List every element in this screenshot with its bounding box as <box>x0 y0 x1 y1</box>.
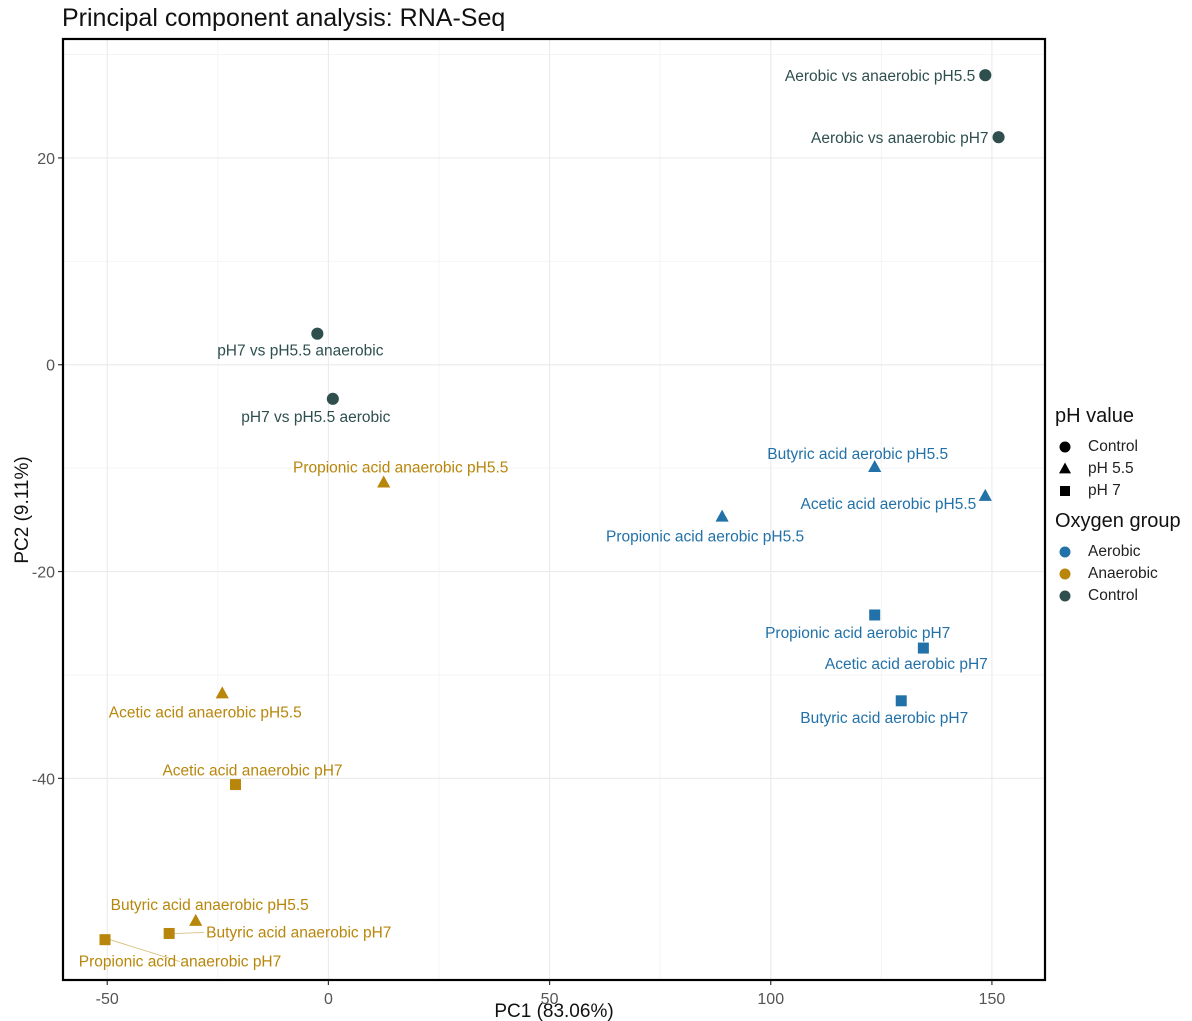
y-tick-label: 20 <box>37 151 55 168</box>
y-axis-title: PC2 (9.11%) <box>12 456 33 563</box>
point-label: Acetic acid aerobic pH5.5 <box>801 496 977 513</box>
legend-item: Aerobic <box>1055 541 1181 563</box>
data-point <box>189 913 203 926</box>
point-label: pH7 vs pH5.5 anaerobic <box>217 343 384 360</box>
legend-item: Control <box>1055 585 1181 607</box>
y-tick-label: -40 <box>32 771 55 788</box>
legend-key <box>1058 440 1072 454</box>
legend-key <box>1058 484 1072 498</box>
point-label: Propionic acid aerobic pH5.5 <box>606 529 804 546</box>
legend-symbol <box>1059 546 1071 558</box>
legend-key <box>1058 545 1072 559</box>
legend-ph-value: pH value Control pH 5.5 pH 7 <box>1055 405 1181 502</box>
data-point <box>715 509 729 522</box>
legend-item: Anaerobic <box>1055 563 1181 585</box>
x-axis-title: PC1 (83.06%) <box>494 1001 613 1021</box>
label-leader-line <box>174 932 205 934</box>
legend-title: Oxygen group <box>1055 510 1181 532</box>
point-label: Propionic acid anaerobic pH7 <box>79 954 281 971</box>
data-point <box>99 934 111 946</box>
data-point <box>311 327 324 340</box>
data-points <box>99 69 1005 946</box>
data-point <box>326 392 339 405</box>
legend-title: pH value <box>1055 405 1134 427</box>
y-tick-label: 0 <box>46 358 55 375</box>
point-label: Acetic acid aerobic pH7 <box>825 656 988 673</box>
data-point <box>917 642 929 654</box>
legend-oxygen-group: Oxygen group Aerobic Anaerobic Control <box>1055 510 1181 607</box>
data-point <box>978 488 992 501</box>
legend: pH value Control pH 5.5 pH 7 Oxygen group Aer… <box>1055 405 1181 615</box>
legend-key <box>1058 567 1072 581</box>
data-point <box>895 695 907 707</box>
data-point <box>377 475 391 488</box>
point-label: Butyric acid anaerobic pH7 <box>206 924 391 941</box>
data-point <box>215 686 229 699</box>
x-tick-label: -50 <box>96 991 119 1008</box>
legend-label: pH 5.5 <box>1088 460 1134 477</box>
x-tick-label: 50 <box>541 991 559 1008</box>
point-label: Propionic acid aerobic pH7 <box>765 625 950 642</box>
legend-item: pH 7 <box>1055 480 1181 502</box>
legend-symbol <box>1059 462 1071 474</box>
legend-item: Control <box>1055 436 1181 458</box>
legend-label: Control <box>1088 438 1138 455</box>
legend-item: pH 5.5 <box>1055 458 1181 480</box>
data-point <box>869 609 881 621</box>
data-point <box>868 459 882 472</box>
x-tick-label: 0 <box>324 991 333 1008</box>
legend-label: Anaerobic <box>1088 565 1158 582</box>
point-label: Butyric acid aerobic pH7 <box>800 710 968 727</box>
point-labels: Aerobic vs anaerobic pH5.5 Aerobic vs ana… <box>79 68 989 970</box>
label-leader-lines <box>109 932 205 963</box>
legend-symbol <box>1059 568 1071 580</box>
grid-lines <box>63 39 1045 980</box>
legend-symbol <box>1059 590 1071 602</box>
plot-frame <box>61 37 1047 982</box>
point-label: Butyric acid anaerobic pH5.5 <box>111 897 309 914</box>
data-point <box>992 131 1005 144</box>
point-label: Aerobic vs anaerobic pH5.5 <box>785 68 975 85</box>
point-label: Propionic acid anaerobic pH5.5 <box>293 460 508 477</box>
data-point <box>163 927 175 939</box>
point-label: Acetic acid anaerobic pH5.5 <box>109 705 302 722</box>
x-tick-label: 150 <box>979 991 1006 1008</box>
legend-key <box>1058 462 1072 476</box>
legend-label: pH 7 <box>1088 482 1121 499</box>
point-label: Butyric acid aerobic pH5.5 <box>767 446 948 463</box>
point-label: Aerobic vs anaerobic pH7 <box>811 130 989 147</box>
data-point <box>230 779 242 791</box>
point-label: Acetic acid anaerobic pH7 <box>162 763 342 780</box>
legend-label: Aerobic <box>1088 543 1141 560</box>
legend-symbol <box>1059 441 1071 453</box>
point-label: pH7 vs pH5.5 aerobic <box>241 409 390 426</box>
legend-symbol <box>1060 486 1070 496</box>
label-leader-line <box>109 939 181 963</box>
legend-key <box>1058 589 1072 603</box>
y-tick-label: -20 <box>32 565 55 582</box>
data-point <box>979 69 992 82</box>
legend-label: Control <box>1088 587 1138 604</box>
x-tick-label: 100 <box>757 991 784 1008</box>
chart-title: Principal component analysis: RNA-Seq <box>62 4 506 32</box>
